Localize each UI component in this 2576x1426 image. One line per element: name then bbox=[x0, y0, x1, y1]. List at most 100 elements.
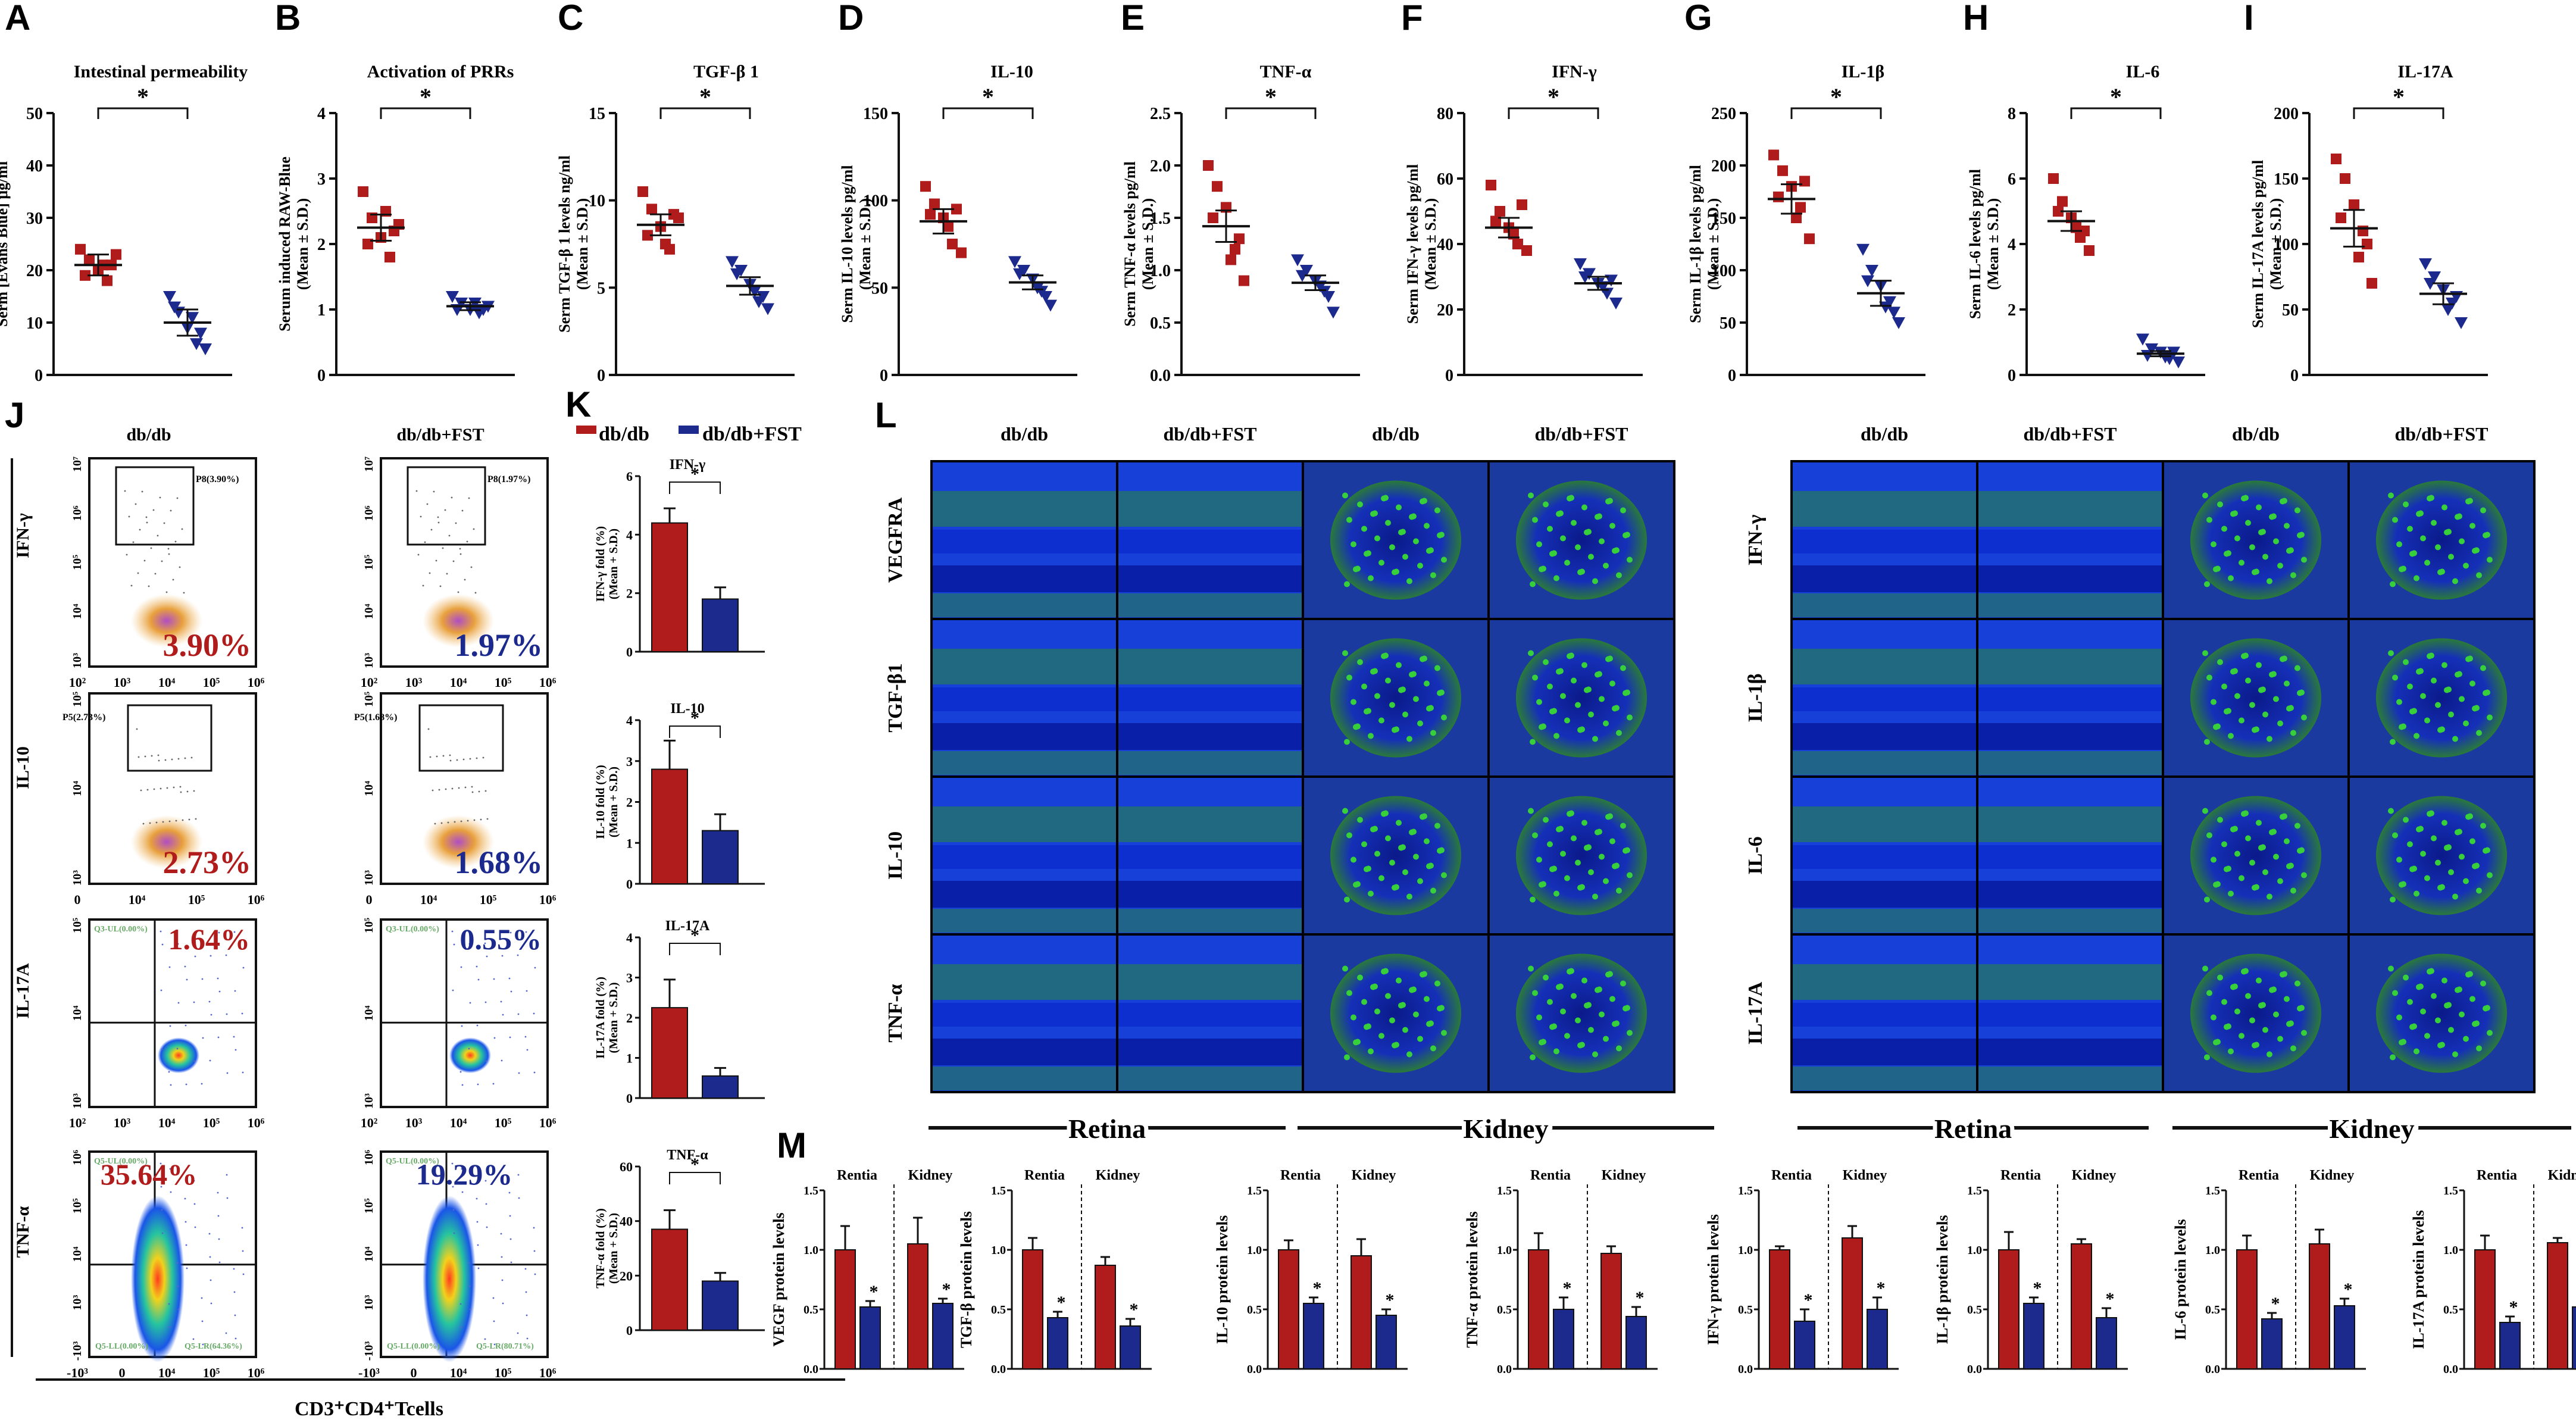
event-dot bbox=[181, 528, 183, 530]
green-signal bbox=[1424, 838, 1430, 845]
row-label: IL-6 bbox=[1745, 836, 1767, 874]
gate-box bbox=[127, 704, 212, 772]
green-signal bbox=[2446, 529, 2452, 535]
green-signal bbox=[1417, 562, 1423, 569]
green-signal bbox=[2448, 553, 2454, 560]
data-point-fst bbox=[1291, 254, 1304, 267]
green-signal bbox=[2411, 1023, 2417, 1030]
green-signal bbox=[2206, 832, 2212, 839]
event-dot bbox=[161, 560, 163, 562]
green-signal bbox=[1568, 652, 1574, 659]
y-tick-label: 3 bbox=[317, 170, 326, 189]
y-tick-label: 0 bbox=[1728, 367, 1736, 385]
data-point-fst bbox=[1865, 265, 1878, 277]
green-signal bbox=[2271, 513, 2277, 520]
data-point-dbdb bbox=[1230, 243, 1240, 255]
percent-label: 35.64% bbox=[101, 1158, 198, 1191]
green-signal bbox=[2414, 733, 2419, 739]
green-signal bbox=[1417, 878, 1423, 884]
y-axis-label: IL-1β protein levels bbox=[1934, 1215, 1951, 1344]
retina-layer-blue2 bbox=[1793, 1039, 1976, 1065]
image-grid-2: db/db db/db+FST db/db db/db+FST IFN-γ IL-1β IL… bbox=[1745, 423, 2536, 1093]
bar-dbdb bbox=[2236, 1249, 2258, 1369]
event-dot bbox=[157, 754, 160, 756]
quad-label-ll: Q5-LL(0.00%) bbox=[95, 1342, 148, 1351]
data-point-dbdb bbox=[75, 243, 86, 255]
retina-layer-blue bbox=[1978, 845, 2162, 869]
y-axis-label: Serm IL-1β levels pg/ml bbox=[1687, 165, 1704, 323]
x-tick-label: 10⁴ bbox=[158, 1115, 176, 1130]
event-dot bbox=[192, 1338, 195, 1340]
quad-label-ul: Q3-UL(0.00%) bbox=[94, 925, 148, 934]
green-signal bbox=[1551, 865, 1557, 872]
y-tick-label: 10⁶ bbox=[71, 1150, 84, 1165]
event-dot bbox=[130, 584, 133, 587]
green-signal bbox=[2225, 708, 2231, 714]
green-signal bbox=[1543, 974, 1549, 981]
event-dot bbox=[193, 790, 195, 792]
percent-label: 1.64% bbox=[168, 922, 251, 956]
chart-title: TNF-α bbox=[667, 1147, 708, 1163]
green-signal bbox=[2253, 568, 2259, 575]
event-dot bbox=[157, 534, 159, 537]
gate-label: P8(3.90%) bbox=[196, 474, 239, 484]
data-point-fst bbox=[186, 312, 199, 324]
data-point-dbdb bbox=[2362, 239, 2372, 249]
retina-layer-green2 bbox=[1978, 909, 2162, 933]
event-dot bbox=[137, 572, 139, 574]
green-signal bbox=[2418, 668, 2424, 674]
green-signal bbox=[2217, 817, 2223, 823]
y-axis-label-2: (Mean ± S.D.) bbox=[856, 198, 874, 290]
event-dot bbox=[226, 1174, 228, 1176]
green-signal bbox=[2234, 535, 2240, 542]
event-dot bbox=[477, 978, 480, 981]
data-point-dbdb bbox=[80, 270, 90, 281]
event-dot bbox=[235, 1049, 237, 1051]
event-dot bbox=[190, 756, 193, 759]
x-tick-label: 10⁶ bbox=[539, 1365, 557, 1380]
event-dot bbox=[141, 490, 143, 493]
event-dot bbox=[517, 1013, 520, 1015]
green-signal bbox=[2288, 862, 2294, 869]
green-signal bbox=[2463, 562, 2469, 569]
legend-k-dbdb: db/db bbox=[599, 423, 649, 445]
green-signal bbox=[1588, 711, 1594, 718]
flow-plot-r4-c2: Q5-LL(0.00%) Q5-LR(80.71%) Q5-UL(0.00%)19.… bbox=[358, 1150, 557, 1380]
flow-plot-r2-c2: P5(1.68%) 1.68% 0 10⁴ 10⁵ 10⁶ 10³ 10⁴ 10⁵ bbox=[354, 692, 557, 907]
green-signal bbox=[1581, 820, 1587, 826]
event-dot bbox=[168, 1326, 171, 1328]
event-dot bbox=[142, 823, 145, 825]
y-tick-label: 10⁵ bbox=[362, 692, 376, 707]
x-tick-label: 10⁵ bbox=[203, 1115, 220, 1130]
event-dot bbox=[218, 990, 221, 993]
green-signal bbox=[1592, 736, 1598, 742]
green-signal bbox=[2253, 726, 2259, 733]
y-axis-label: Serm IFN-γ levels pg/ml bbox=[1404, 164, 1421, 324]
y-tick-label: 0.0 bbox=[2205, 1363, 2220, 1376]
bar-dbdb bbox=[907, 1243, 929, 1369]
green-signal bbox=[2202, 808, 2208, 814]
green-signal bbox=[2396, 856, 2402, 863]
y-axis-label: TNF-α protein levels bbox=[1464, 1211, 1481, 1347]
chart-i: IL-17A Serm IL-17A levels pg/ml (Mean ± S.… bbox=[2249, 62, 2488, 385]
panel-label-e: E bbox=[1121, 0, 1145, 37]
event-dot bbox=[168, 553, 170, 555]
green-signal bbox=[2424, 559, 2430, 566]
green-signal bbox=[1428, 705, 1434, 711]
event-dot bbox=[210, 955, 212, 957]
y-tick-label: 2 bbox=[626, 586, 633, 601]
panel-label-m: M bbox=[777, 1125, 806, 1165]
bar-dbdb bbox=[2071, 1243, 2092, 1369]
green-signal bbox=[2428, 810, 2434, 817]
green-signal bbox=[2249, 859, 2255, 866]
green-signal bbox=[1586, 1002, 1592, 1008]
green-signal bbox=[2232, 983, 2238, 990]
y-tick-label: 10⁵ bbox=[71, 1198, 84, 1214]
significance-star: * bbox=[1265, 83, 1277, 110]
event-dot bbox=[177, 943, 179, 945]
event-dot bbox=[452, 1186, 454, 1188]
y-tick-label: 0 bbox=[880, 367, 888, 385]
event-dot bbox=[167, 548, 170, 550]
event-dot bbox=[469, 1002, 471, 1004]
green-signal bbox=[2262, 869, 2268, 875]
